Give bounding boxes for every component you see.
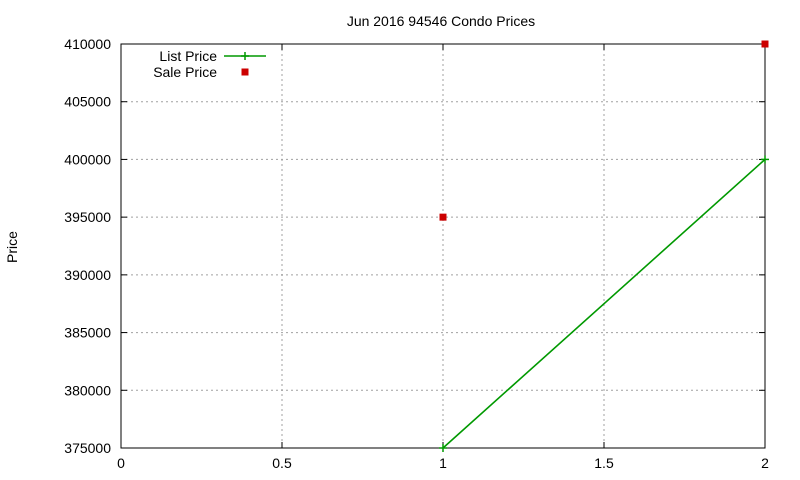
legend-marker-list-price (241, 52, 249, 60)
legend-label-list-price: List Price (159, 48, 217, 64)
y-tick-label: 375000 (64, 440, 111, 456)
list-price-point (439, 444, 447, 452)
y-tick-label: 410000 (64, 36, 111, 52)
x-tick-label: 2 (761, 455, 769, 471)
series-layer (439, 40, 769, 452)
sale-price-point (439, 213, 447, 221)
x-axis: 0 0.5 1 1.5 2 (117, 44, 769, 471)
y-tick-label: 395000 (64, 209, 111, 225)
list-price-line (442, 158, 766, 449)
list-price-point (761, 155, 769, 164)
y-tick-label: 385000 (64, 325, 111, 341)
chart-title: Jun 2016 94546 Condo Prices (347, 13, 535, 29)
x-tick-label: 0.5 (272, 455, 292, 471)
legend-swatch-sale-price (241, 68, 249, 76)
y-tick-label: 380000 (64, 382, 111, 398)
sale-price-point (761, 40, 769, 48)
x-tick-label: 0 (117, 455, 125, 471)
y-tick-label: 400000 (64, 151, 111, 167)
y-tick-label: 405000 (64, 94, 111, 110)
y-axis: 375000 380000 385000 390000 395000 400000 4050… (64, 36, 765, 456)
x-tick-label: 1.5 (594, 455, 614, 471)
y-axis-title: Price (4, 231, 20, 263)
legend-label-sale-price: Sale Price (153, 64, 217, 80)
x-tick-label: 1 (439, 455, 447, 471)
y-tick-label: 390000 (64, 267, 111, 283)
